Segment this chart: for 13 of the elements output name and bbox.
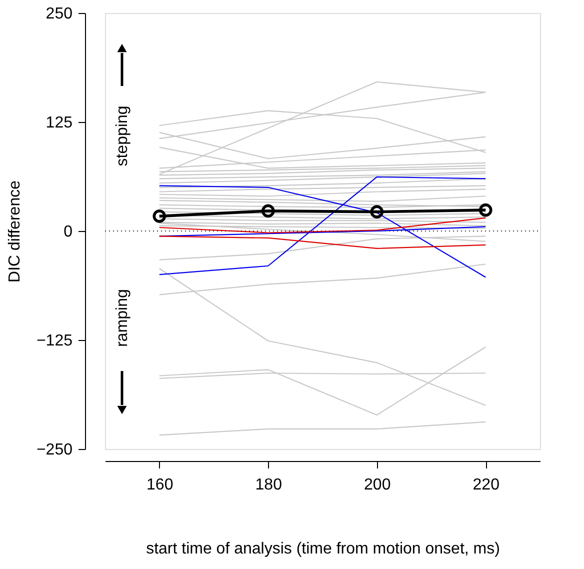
y-tick-label: −125	[36, 332, 73, 350]
y-tick-label: −250	[36, 442, 73, 458]
x-tick-label: 220	[472, 476, 500, 494]
y-tick-label: 250	[46, 6, 73, 22]
x-axis-title: start time of analysis (time from motion onset, ms)	[146, 540, 500, 558]
y-tick-label: 0	[64, 224, 73, 240]
annotation: stepping	[114, 106, 131, 166]
x-tick-label: 160	[146, 476, 174, 494]
x-tick-label: 200	[364, 476, 391, 494]
annotation: ramping	[114, 289, 131, 347]
y-axis-title: DIC difference	[6, 180, 24, 282]
y-tick-label: 125	[46, 114, 73, 132]
x-tick-label: 180	[255, 476, 282, 494]
